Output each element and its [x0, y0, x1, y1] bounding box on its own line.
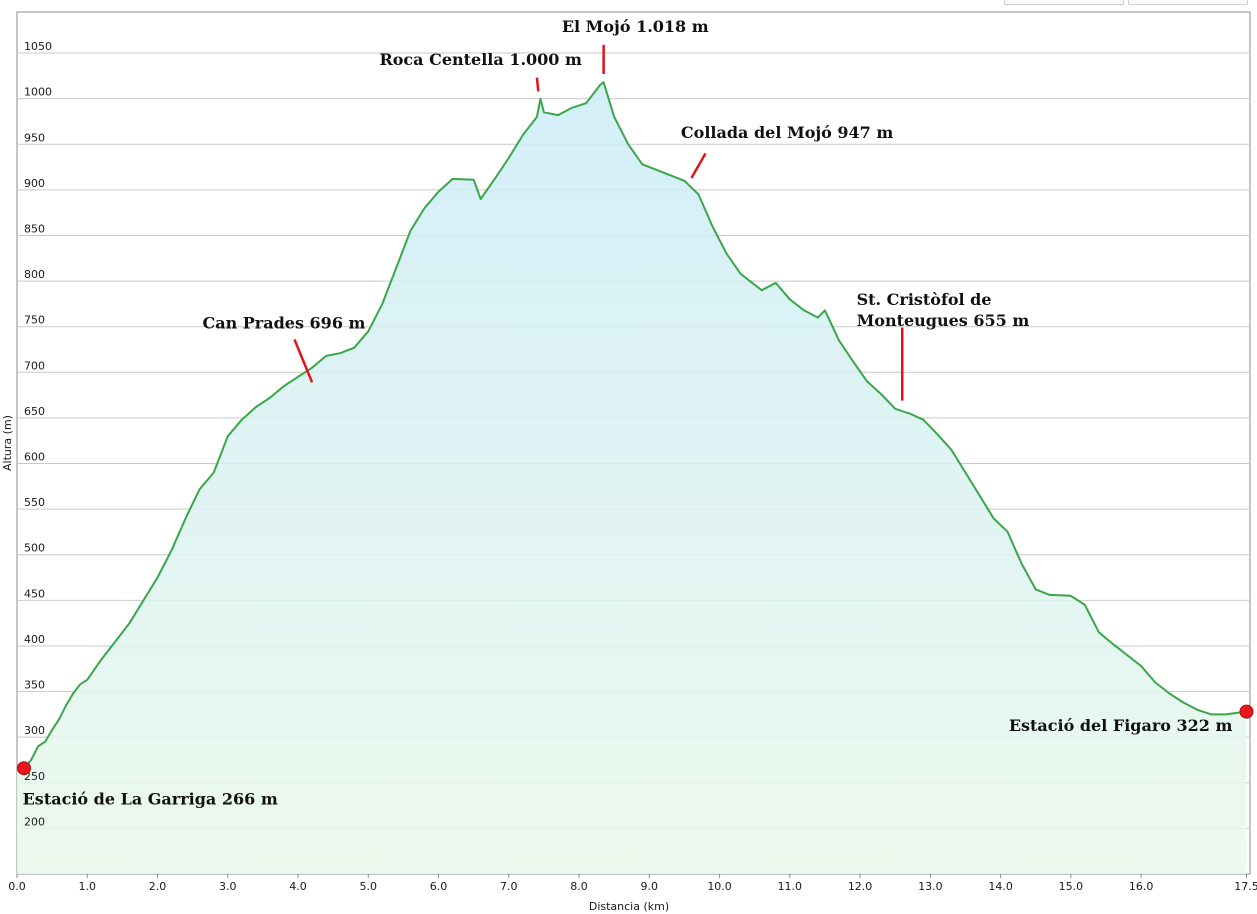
x-tick-label: 13.0	[918, 880, 943, 893]
y-tick-label: 1000	[24, 86, 52, 99]
annotation-label: Estació del Figaro 322 m	[1009, 716, 1233, 735]
x-tick-label: 8.0	[570, 880, 588, 893]
y-tick-label: 950	[24, 131, 45, 144]
series-layer	[16, 81, 1247, 874]
elevation-area-fill	[17, 82, 1247, 874]
y-tick-label: 650	[24, 405, 45, 418]
x-tick-label: 4.0	[289, 880, 307, 893]
y-tick-label: 750	[24, 314, 45, 327]
x-tick-label: 6.0	[430, 880, 448, 893]
annotation-label: St. Cristòfol de	[857, 290, 992, 309]
top-toolbar-box-left	[1004, 0, 1124, 5]
y-tick-label: 550	[24, 496, 45, 509]
y-tick-label: 200	[24, 815, 45, 828]
annotation-label: Monteugues 655 m	[857, 311, 1030, 330]
annotation-label: Estació de La Garriga 266 m	[23, 790, 278, 809]
station-marker	[1239, 704, 1254, 719]
annotation-label: Collada del Mojó 947 m	[681, 123, 893, 142]
station-marker	[17, 761, 32, 776]
x-tick-label: 16.0	[1129, 880, 1154, 893]
x-tick-label: 12.0	[848, 880, 873, 893]
annotation-label: Roca Centella 1.000 m	[379, 50, 582, 69]
y-tick-label: 700	[24, 359, 45, 372]
tick-labels: 200 250 300 350 400 450 500 550 600 650 700 750 800 8…	[8, 40, 1257, 893]
y-tick-label: 900	[24, 177, 45, 190]
y-tick-label: 850	[24, 222, 45, 235]
x-tick-label: 15.0	[1059, 880, 1084, 893]
x-tick-label: 14.0	[988, 880, 1013, 893]
annotations: El Mojó 1.018 m Roca Centella 1.000 m Coll…	[23, 17, 1233, 809]
y-axis-title: Altura (m)	[1, 415, 14, 471]
elevation-line	[16, 81, 1247, 771]
x-tick-label: 10.0	[707, 880, 732, 893]
y-tick-label: 400	[24, 633, 45, 646]
y-tick-label: 350	[24, 679, 45, 692]
y-tick-label: 800	[24, 268, 45, 281]
x-tick-label: 5.0	[360, 880, 378, 893]
y-tick-label: 300	[24, 724, 45, 737]
annotation-label: El Mojó 1.018 m	[562, 17, 709, 36]
x-axis-title: Distancia (km)	[589, 900, 669, 913]
annotation-leader-line	[293, 338, 314, 383]
y-tick-label: 1050	[24, 40, 52, 53]
x-tick-label: 0.0	[8, 880, 26, 893]
x-tick-label: 2.0	[149, 880, 167, 893]
annotation-label: Can Prades 696 m	[202, 314, 365, 333]
x-tick-label: 7.0	[500, 880, 518, 893]
annotation-leader-line	[690, 152, 707, 179]
x-tick-label: 11.0	[778, 880, 803, 893]
x-tick-label: 17.5	[1234, 880, 1257, 893]
y-tick-label: 500	[24, 542, 45, 555]
annotation-leader-line	[535, 77, 540, 92]
x-tick-label: 1.0	[79, 880, 97, 893]
top-toolbar-box-right	[1128, 0, 1248, 5]
endpoint-markers	[17, 704, 1254, 776]
y-tick-label: 600	[24, 451, 45, 464]
x-tick-label: 9.0	[641, 880, 659, 893]
x-tick-label: 3.0	[219, 880, 237, 893]
y-tick-label: 450	[24, 587, 45, 600]
y-tick-label: 250	[24, 770, 45, 783]
